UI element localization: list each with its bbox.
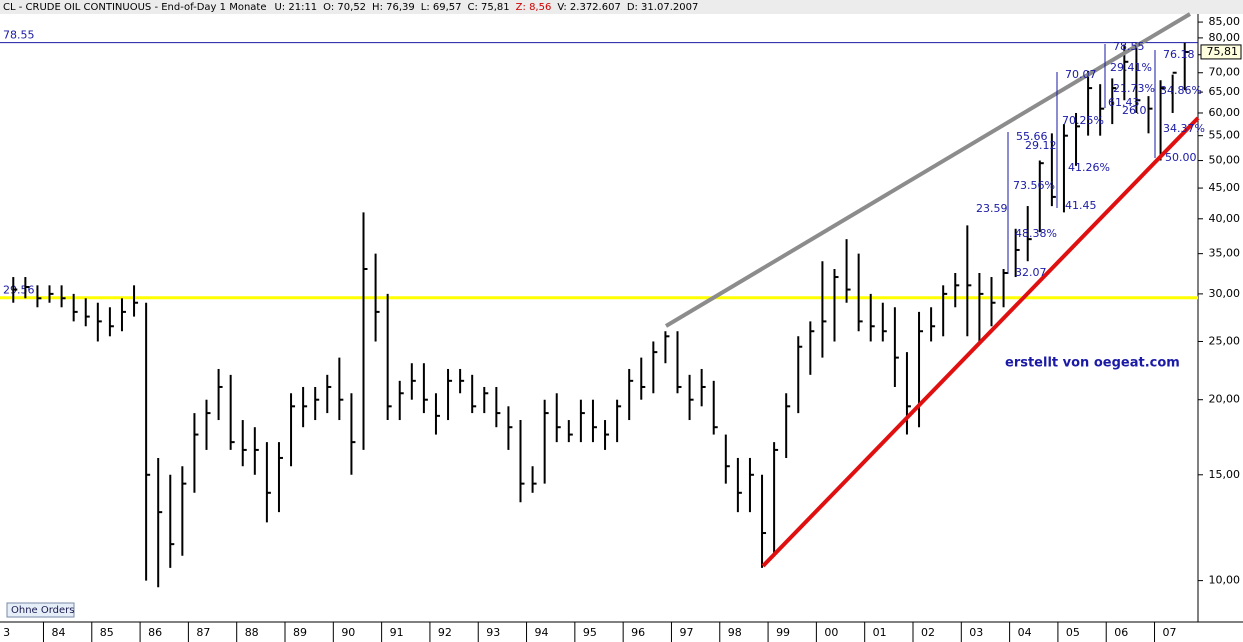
fib-label: 41.45 — [1065, 199, 1097, 212]
fib-label: 29.12 — [1025, 139, 1057, 152]
x-tick-label: 98 — [728, 626, 742, 639]
x-tick-label: 01 — [873, 626, 887, 639]
x-tick-label: 99 — [776, 626, 790, 639]
header-field: Z: 8,56 — [516, 2, 552, 13]
x-tick-label: 06 — [1114, 626, 1128, 639]
fib-label: 76.18 — [1163, 48, 1195, 61]
fib-label: 73.56% — [1013, 179, 1055, 192]
y-tick-label: 40,00 — [1209, 212, 1241, 225]
last-value-label: 75,81 — [1207, 45, 1239, 58]
x-tick-label: 07 — [1163, 626, 1177, 639]
fib-label: 41.26% — [1068, 161, 1110, 174]
orders-button[interactable] — [6, 602, 75, 618]
level-label: 29.56 — [3, 284, 35, 297]
x-tick-label: 89 — [293, 626, 307, 639]
x-tick-label: 84 — [51, 626, 65, 639]
header-field: L: 69,57 — [421, 2, 462, 13]
fib-label: 26.0 — [1122, 104, 1147, 117]
fib-label: 61.43 — [1108, 96, 1140, 109]
header: CL - CRUDE OIL CONTINUOUS - End-of-Day 1… — [3, 2, 698, 13]
header-field: H: 76,39 — [372, 2, 415, 13]
header-field: V: 2.372.607 — [557, 2, 620, 13]
fib-label: 34.37% — [1163, 122, 1205, 135]
header-field: D: 31.07.2007 — [627, 2, 699, 13]
header-field: C: 75,81 — [468, 2, 510, 13]
fib-label: 29.41% — [1110, 61, 1152, 74]
x-tick-label: 95 — [583, 626, 597, 639]
x-tick-label: 94 — [535, 626, 549, 639]
x-tick-label: 88 — [245, 626, 259, 639]
fib-markers — [1007, 44, 1156, 274]
y-tick-label: 55,00 — [1209, 129, 1241, 142]
x-tick-label: 05 — [1066, 626, 1080, 639]
x-tick-label: 96 — [631, 626, 645, 639]
x-tick-label: 90 — [341, 626, 355, 639]
header-field: U: 21:11 — [274, 2, 317, 13]
last-value-box — [1200, 44, 1242, 60]
header-bar — [0, 0, 1243, 14]
x-tick-label: 03 — [969, 626, 983, 639]
y-tick-label: 25,00 — [1209, 334, 1241, 347]
header-field: CL - CRUDE OIL CONTINUOUS - End-of-Day 1… — [3, 2, 266, 13]
y-tick-label: 35,00 — [1209, 247, 1241, 260]
x-tick-label: 86 — [148, 626, 162, 639]
fib-label: 34.86% — [1160, 84, 1202, 97]
fib-label: 78.55 — [1113, 40, 1145, 53]
lower-trend-line — [761, 116, 1200, 568]
x-tick-label: 00 — [824, 626, 838, 639]
y-tick-label: 45,00 — [1209, 181, 1241, 194]
y-tick-label: 80,00 — [1209, 31, 1241, 44]
x-tick-label: 92 — [438, 626, 452, 639]
upper-trend-line — [664, 12, 1192, 328]
x-tick-label: 04 — [1018, 626, 1032, 639]
y-tick-label: 50,00 — [1209, 154, 1241, 167]
fib-label: 21.73% — [1113, 82, 1155, 95]
x-tick-label: 02 — [921, 626, 935, 639]
plot-area: 78.55 29.56 — [0, 29, 1198, 588]
y-tick-label: 85,00 — [1209, 15, 1241, 28]
y-tick-label: 65,00 — [1209, 85, 1241, 98]
fib-label: 70.25% — [1062, 114, 1104, 127]
y-tick-label: 70,00 — [1209, 66, 1241, 79]
y-tick-label: 20,00 — [1209, 393, 1241, 406]
x-tick-label: 97 — [679, 626, 693, 639]
x-tick-label: 87 — [196, 626, 210, 639]
fib-label: 55.66 — [1016, 130, 1048, 143]
fib-label: 23.59 — [976, 202, 1008, 215]
y-tick-label: 10,00 — [1209, 574, 1241, 587]
x-tick-label: 3 — [3, 626, 10, 639]
y-tick-label: 60,00 — [1209, 106, 1241, 119]
orders-button-label[interactable]: Ohne Orders — [11, 605, 75, 616]
fib-label: 70.07 — [1065, 68, 1097, 81]
header-field: O: 70,52 — [323, 2, 366, 13]
x-tick-label: 93 — [486, 626, 500, 639]
fib-label: 50.00 — [1165, 151, 1197, 164]
level-label: 78.55 — [3, 29, 35, 42]
credit: erstellt von oegeat.com — [1005, 356, 1180, 371]
fib-label: 48.38% — [1015, 227, 1057, 240]
fib-label: 32.07 — [1015, 266, 1047, 279]
y-tick-label: 30,00 — [1209, 287, 1241, 300]
x-tick-label: 85 — [100, 626, 114, 639]
y-tick-label: 15,00 — [1209, 468, 1241, 481]
x-tick-label: 91 — [390, 626, 404, 639]
